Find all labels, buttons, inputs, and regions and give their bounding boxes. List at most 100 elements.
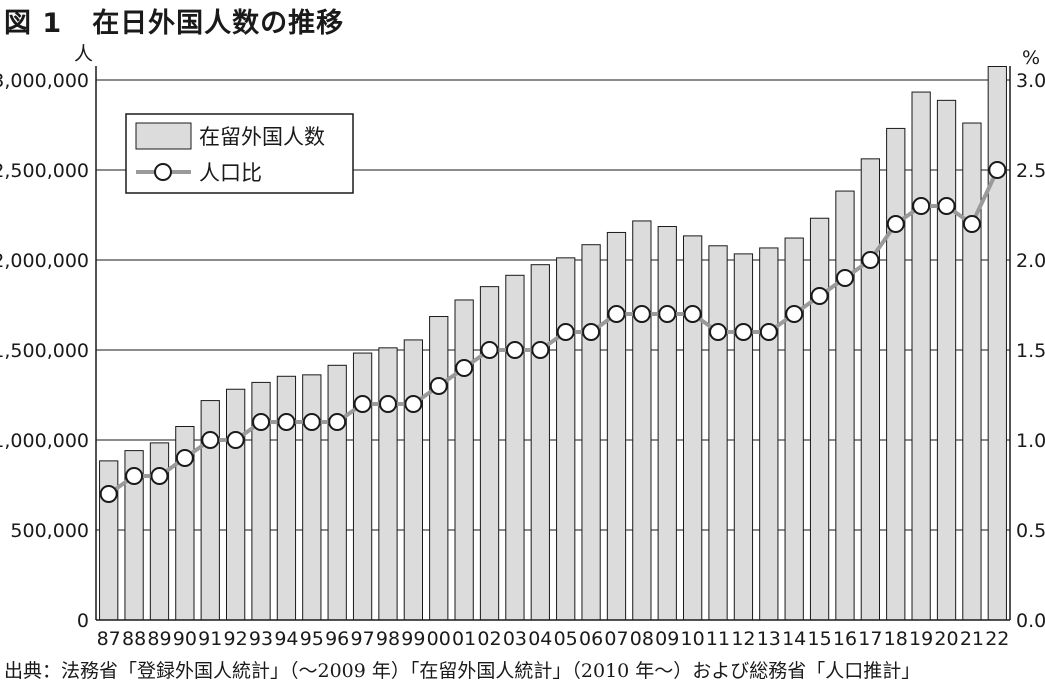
line-point (683, 305, 702, 323)
x-tick-label: 04 (528, 628, 552, 650)
figure-number: 図 1 (4, 8, 63, 39)
y-left-tick-label: 3,000,000 (0, 70, 89, 92)
y-right-tick-label: 1.0 (1016, 430, 1045, 452)
x-tick-label: 18 (884, 628, 908, 650)
x-tick-label: 19 (909, 628, 933, 650)
x-tick-label: 12 (731, 628, 755, 650)
x-tick-label: 94 (274, 628, 298, 650)
x-tick-label: 98 (376, 628, 400, 650)
bar (352, 352, 373, 621)
line-point (531, 341, 550, 359)
y-right-tick-label: 0.0 (1016, 610, 1045, 632)
line-point (632, 305, 651, 323)
x-tick-label: 16 (833, 628, 857, 650)
x-tick-label: 08 (630, 628, 654, 650)
bar (479, 286, 500, 621)
bar (936, 99, 957, 621)
bar (403, 339, 424, 621)
bar (276, 375, 297, 621)
bar (632, 220, 652, 621)
bar (911, 91, 931, 621)
line-point (734, 323, 753, 341)
x-tick-label: 90 (173, 628, 197, 650)
bar (784, 237, 804, 621)
line-point (785, 305, 804, 323)
line-point (658, 305, 677, 323)
bar (809, 217, 830, 621)
y-left-tick-label: 2,000,000 (0, 250, 89, 272)
bar (708, 245, 728, 621)
x-tick-label: 92 (224, 628, 248, 650)
y-right-tick-label: 1.5 (1016, 340, 1045, 362)
line-point (582, 323, 601, 341)
bar (530, 264, 550, 621)
y-right-tick-label: 0.5 (1016, 520, 1045, 542)
left-axis-unit: 人 (74, 43, 93, 65)
line-point (378, 395, 397, 413)
x-tick-label: 95 (300, 628, 324, 650)
bar (581, 244, 601, 621)
line-point (125, 467, 144, 485)
line-point (912, 197, 931, 215)
x-tick-label: 20 (934, 628, 958, 650)
line-point (886, 215, 905, 233)
x-tick-label: 97 (350, 628, 374, 650)
legend-bar-swatch (135, 122, 192, 150)
y-left-tick-label: 2,500,000 (0, 160, 89, 182)
x-tick-label: 15 (807, 628, 831, 650)
line-point (759, 323, 778, 341)
line-point (175, 449, 194, 467)
figure-title: 図 1 在日外国人数の推移 (4, 1, 344, 40)
source-note: 出典：法務省「登録外国人統計」（～2009 年）「在留外国人統計」（2010 年… (4, 660, 921, 682)
x-tick-label: 13 (757, 628, 781, 650)
line-point (455, 359, 474, 377)
gridlines (96, 79, 1010, 531)
line-point (353, 395, 372, 413)
bar (733, 253, 754, 621)
x-tick-label: 88 (122, 628, 146, 650)
bar (657, 226, 677, 621)
line-point (861, 251, 880, 269)
line-point (226, 431, 245, 449)
figure-title-text: 在日外国人数の推移 (92, 8, 345, 39)
line-point (962, 215, 981, 233)
line-point (404, 395, 423, 413)
x-tick-label: 05 (554, 628, 578, 650)
line-point (810, 287, 829, 305)
bar (606, 231, 627, 621)
bar-series (99, 66, 1007, 621)
x-tick-label: 06 (579, 628, 603, 650)
line-point (556, 323, 575, 341)
line-point (252, 413, 271, 431)
y-left-tick-label: 1,500,000 (0, 340, 89, 362)
x-tick-label: 22 (985, 628, 1009, 650)
x-tick-label: 01 (452, 628, 476, 650)
bar (454, 299, 474, 621)
y-left-tick-label: 0 (77, 610, 89, 632)
x-tick-label: 07 (604, 628, 628, 650)
line-point (480, 341, 499, 359)
line-series (99, 161, 1007, 503)
line-point (937, 197, 956, 215)
y-left-tick-label: 1,000,000 (0, 430, 89, 452)
legend-label-bars: 在留外国人数 (199, 125, 325, 149)
bar (327, 364, 347, 621)
bar (302, 374, 322, 621)
x-tick-label: 99 (401, 628, 425, 650)
axes: 0 500,000 1,000,000 1,500,000 2,000,000 2,500… (0, 66, 1045, 650)
line-point (277, 413, 296, 431)
bar (987, 66, 1007, 621)
bar (225, 388, 246, 621)
x-tick-label: 96 (325, 628, 349, 650)
line-point (99, 485, 118, 503)
x-tick-label: 91 (198, 628, 222, 650)
legend-label-line: 人口比 (199, 161, 262, 185)
line-point (988, 161, 1007, 179)
bar (429, 316, 449, 621)
bar (835, 190, 855, 621)
line-point (302, 413, 321, 431)
bar (556, 257, 576, 621)
right-axis-unit: % (1022, 47, 1040, 69)
legend: 在留外国人数 人口比 (125, 113, 354, 194)
